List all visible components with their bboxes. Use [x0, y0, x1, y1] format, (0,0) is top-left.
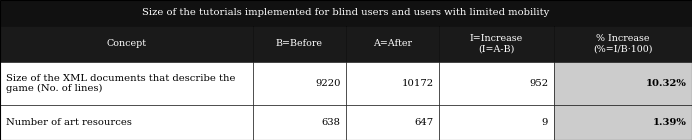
- Text: I=Increase
(I=A-B): I=Increase (I=A-B): [470, 34, 523, 53]
- Text: Size of the tutorials implemented for blind users and users with limited mobilit: Size of the tutorials implemented for bl…: [143, 8, 549, 18]
- Bar: [253, 105, 346, 140]
- Bar: [253, 62, 346, 105]
- Text: 9220: 9220: [315, 79, 340, 88]
- Bar: [346, 26, 439, 62]
- Bar: [439, 62, 554, 105]
- Bar: [0, 26, 253, 62]
- Bar: [554, 62, 692, 105]
- Text: A=After: A=After: [373, 39, 412, 48]
- Bar: [554, 105, 692, 140]
- Bar: [439, 105, 554, 140]
- Text: 1.39%: 1.39%: [653, 118, 686, 127]
- Bar: [0, 62, 253, 105]
- Text: 10172: 10172: [402, 79, 434, 88]
- Text: 9: 9: [542, 118, 548, 127]
- Text: B=Before: B=Before: [276, 39, 322, 48]
- Text: 638: 638: [322, 118, 340, 127]
- Bar: [0, 105, 253, 140]
- Text: 952: 952: [529, 79, 548, 88]
- Bar: [439, 26, 554, 62]
- Text: 10.32%: 10.32%: [646, 79, 686, 88]
- Text: Concept: Concept: [107, 39, 146, 48]
- Text: Number of art resources: Number of art resources: [6, 118, 131, 127]
- Text: 647: 647: [415, 118, 434, 127]
- Bar: [346, 62, 439, 105]
- Bar: [554, 26, 692, 62]
- Bar: [346, 105, 439, 140]
- Bar: [0, 0, 692, 26]
- Text: Size of the XML documents that describe the
game (No. of lines): Size of the XML documents that describe …: [6, 74, 235, 93]
- Text: % Increase
(%=I/B·100): % Increase (%=I/B·100): [593, 34, 653, 53]
- Bar: [253, 26, 346, 62]
